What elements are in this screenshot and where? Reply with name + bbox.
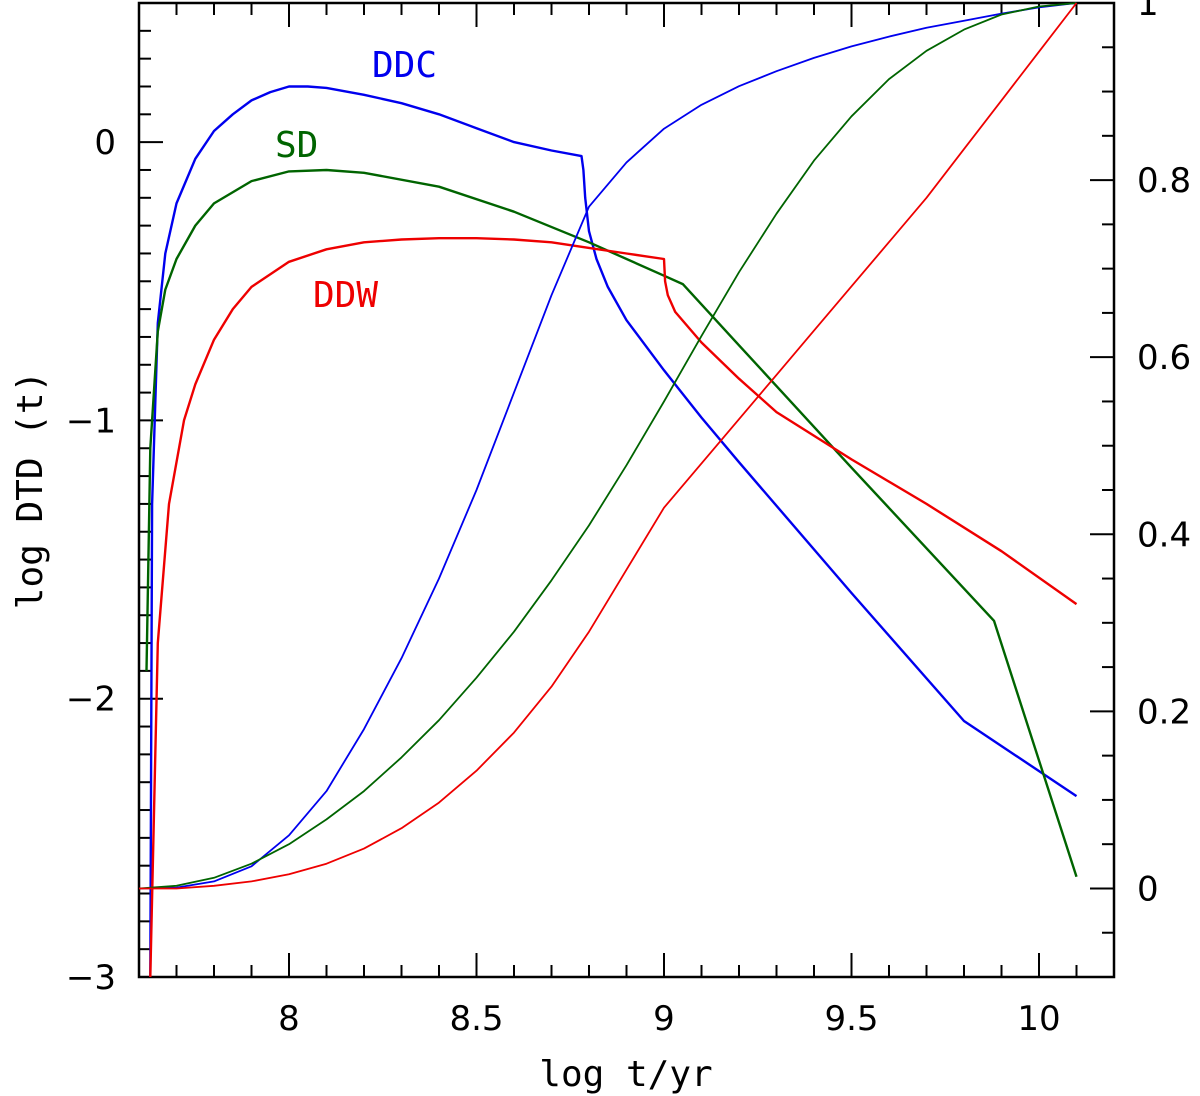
axis-ticks: [138, 2, 1115, 978]
y-right-tick-label: 0.8: [1137, 161, 1191, 201]
y-left-tick-label: −3: [66, 958, 116, 998]
series-label-sd: SD: [275, 125, 318, 166]
series-line-3: [138, 2, 1077, 890]
tick-labels: 8 8.5 9 9.5 10 0 −1 −2 −3 0 0.2 0.4 0.6 0.8 1: [66, 0, 1191, 1039]
x-tick-label: 9: [653, 999, 675, 1039]
series-line-0: [149, 85, 1078, 978]
x-tick-label: 8: [278, 999, 300, 1039]
y-axis-label: log DTD (t): [10, 371, 51, 609]
series-line-2: [149, 237, 1078, 978]
series-line-1: [145, 168, 1078, 878]
y-right-tick-label: 0.6: [1137, 338, 1191, 378]
y-left-tick-label: −2: [66, 680, 116, 720]
series-label-ddc: DDC: [372, 45, 437, 86]
y-right-tick-label: 0: [1137, 869, 1159, 909]
series-curves: [138, 2, 1078, 978]
y-left-tick-label: 0: [94, 123, 116, 163]
series-line-4: [138, 2, 1077, 890]
x-axis-label: log t/yr: [539, 1054, 712, 1095]
x-tick-label: 8.5: [449, 999, 503, 1039]
x-tick-label: 9.5: [824, 999, 878, 1039]
y-left-tick-label: −1: [66, 401, 116, 441]
series-line-5: [139, 2, 1078, 890]
series-label-ddw: DDW: [313, 275, 378, 316]
y-right-tick-label: 0.2: [1137, 692, 1191, 732]
y-right-tick-label: 0.4: [1137, 515, 1191, 555]
y-right-tick-label: 1: [1137, 0, 1159, 24]
x-tick-label: 10: [1017, 999, 1060, 1039]
